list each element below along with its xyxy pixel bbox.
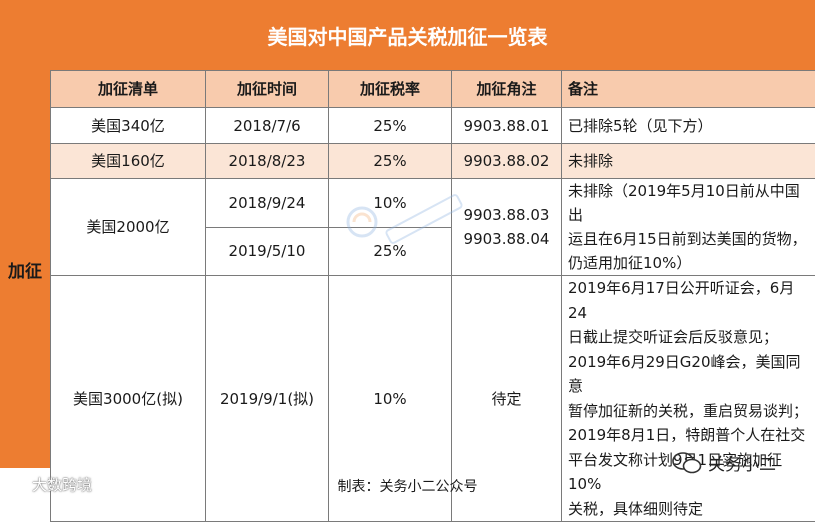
remark-line: 2019年6月17日公开听证会，6月24 [568, 276, 809, 325]
cell-remark: 未排除（2019年5月10日前从中国出 运且在6月15日前到达美国的货物， 仍适… [562, 179, 815, 276]
cell-date: 2018/9/24 [206, 179, 329, 228]
table-row: 美国160亿 2018/8/23 25% 9903.88.02 未排除 [51, 144, 815, 179]
cell-code: 9903.88.01 [452, 108, 562, 144]
watermark-left-text: 大数跨境 [32, 474, 92, 495]
remark-line: 暂停加征新的关税，重启贸易谈判； [568, 399, 809, 424]
wechat-icon [672, 452, 702, 474]
watermark-logo-icon [6, 477, 28, 493]
watermark-logo-icon [340, 188, 480, 248]
header-remark: 备注 [562, 71, 815, 108]
remark-line: 2019年6月29日G20峰会，美国同意 [568, 350, 809, 399]
cell-list: 美国340亿 [51, 108, 206, 144]
cell-rate: 25% [329, 108, 452, 144]
table-title: 美国对中国产品关税加征一览表 [0, 0, 815, 71]
cell-date: 2018/8/23 [206, 144, 329, 179]
remark-line: 仍适用加征10%） [568, 251, 809, 275]
cell-list: 美国160亿 [51, 144, 206, 179]
header-date: 加征时间 [206, 71, 329, 108]
watermark-left: 大数跨境 [6, 474, 92, 495]
header-rate: 加征税率 [329, 71, 452, 108]
cell-remark: 未排除 [562, 144, 815, 179]
remark-line: 日截止提交听证会后反驳意见； [568, 325, 809, 350]
remark-line: 运且在6月15日前到达美国的货物， [568, 227, 809, 251]
remark-line: 未排除（2019年5月10日前从中国出 [568, 179, 809, 227]
header-list: 加征清单 [51, 71, 206, 108]
watermark-right-text: 关务小二 [708, 450, 776, 475]
cell-remark: 已排除5轮（见下方） [562, 108, 815, 144]
cell-date: 2018/7/6 [206, 108, 329, 144]
cell-code: 9903.88.02 [452, 144, 562, 179]
side-label: 加征 [0, 70, 51, 468]
cell-rate: 25% [329, 144, 452, 179]
header-code: 加征角注 [452, 71, 562, 108]
cell-list: 美国2000亿 [51, 179, 206, 276]
cell-date: 2019/5/10 [206, 227, 329, 276]
table-row: 美国340亿 2018/7/6 25% 9903.88.01 已排除5轮（见下方… [51, 108, 815, 144]
remark-line: 2019年8月1日，特朗普个人在社交 [568, 423, 809, 448]
watermark-right: 关务小二 [672, 450, 776, 475]
table-header-row: 加征清单 加征时间 加征税率 加征角注 备注 [51, 71, 815, 108]
